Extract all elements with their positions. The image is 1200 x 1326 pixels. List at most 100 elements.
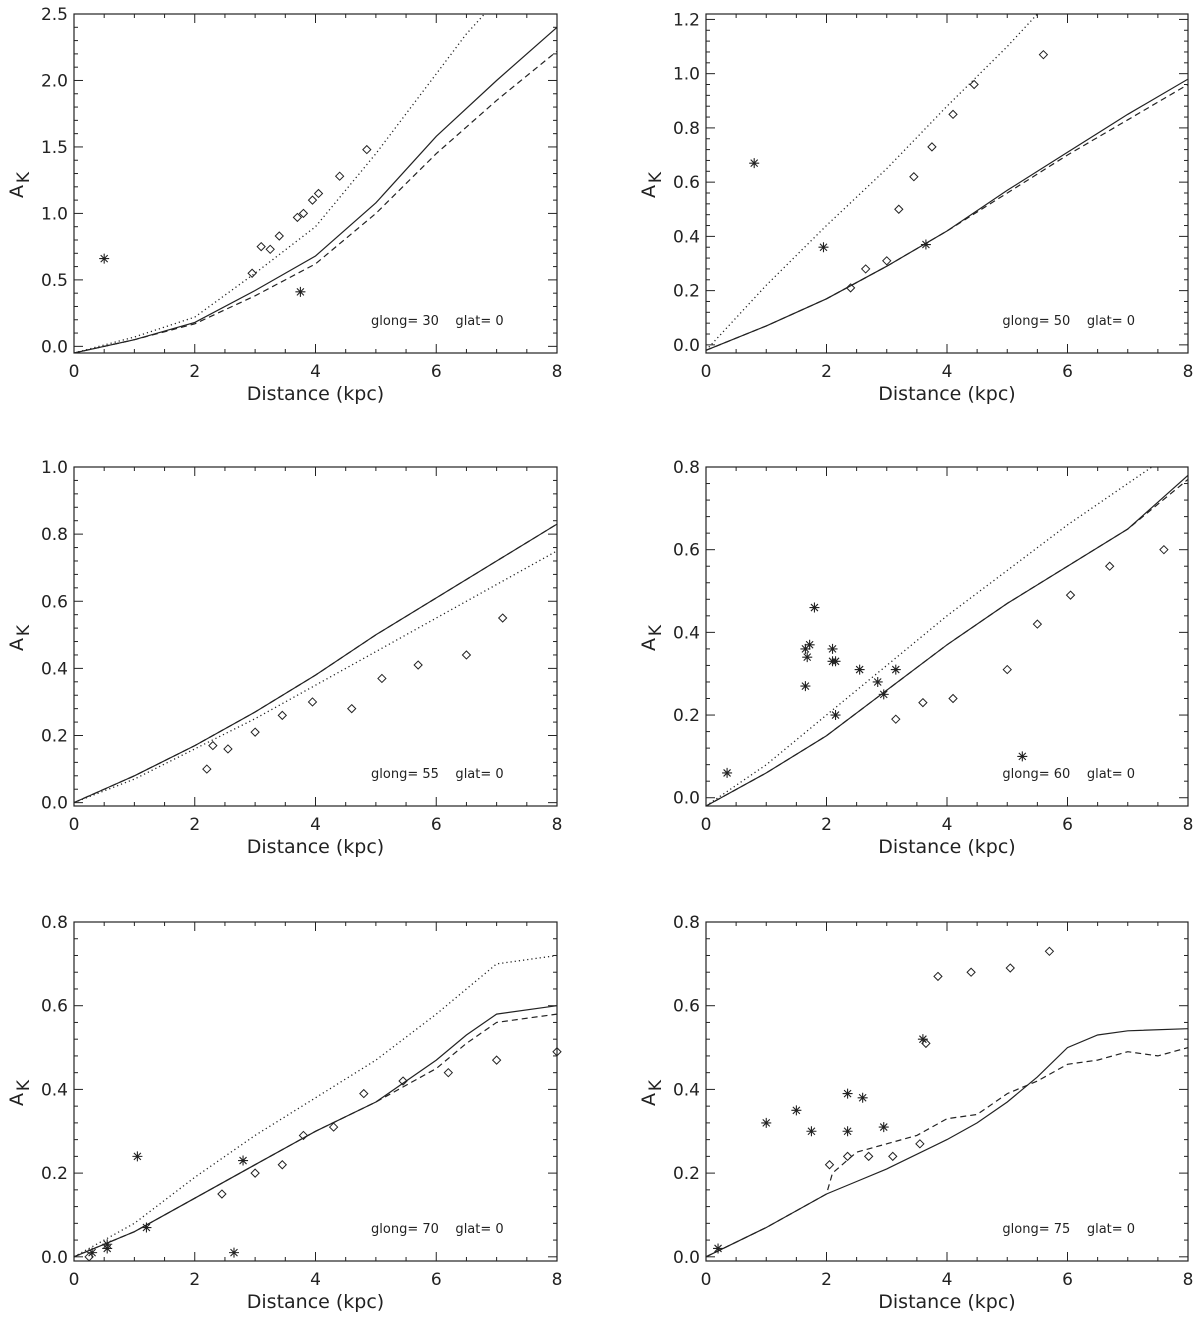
x-tick-label: 2 bbox=[821, 815, 832, 835]
star-data-point bbox=[228, 1247, 239, 1258]
diamond-data-point bbox=[328, 1122, 339, 1132]
y-tick-label: 0.4 bbox=[673, 623, 700, 643]
dashed-model-line bbox=[74, 50, 557, 353]
x-axis-title: Distance (kpc) bbox=[878, 836, 1015, 858]
x-tick-label: 4 bbox=[942, 362, 953, 382]
dotted-model-line bbox=[706, 467, 1153, 806]
y-tick-label: 2.5 bbox=[41, 5, 68, 25]
x-tick-label: 6 bbox=[431, 1270, 442, 1290]
diamond-data-point bbox=[1032, 619, 1043, 629]
star-data-point bbox=[99, 253, 110, 264]
diamond-data-point bbox=[443, 1067, 454, 1078]
panel-annotation: glong= 50 glat= 0 bbox=[1002, 314, 1135, 329]
dashed-model-line bbox=[706, 1047, 1188, 1258]
star-data-point bbox=[238, 1155, 249, 1166]
y-axis-title: AK bbox=[638, 171, 666, 198]
diamond-data-point bbox=[1159, 544, 1169, 555]
diamond-data-point bbox=[824, 1160, 835, 1170]
y-axis-title-main: A bbox=[6, 1093, 28, 1106]
diamond-data-point bbox=[250, 727, 260, 737]
diamond-data-point bbox=[842, 1151, 853, 1162]
diamond-data-point bbox=[888, 1151, 898, 1162]
panel-glong-50: 0.0 0.2 0.4 0.6 0.8 1.0 1.2 0 2 4 6 8 Distance (kpc)… bbox=[638, 10, 1193, 405]
diamond-data-point bbox=[894, 204, 904, 214]
star-data-point bbox=[827, 643, 838, 654]
x-tick-label: 8 bbox=[1183, 1270, 1194, 1290]
star-data-point bbox=[878, 1122, 889, 1133]
y-axis-title: AK bbox=[6, 1079, 34, 1106]
star-data-point bbox=[830, 656, 841, 667]
y-tick-label: 0.0 bbox=[673, 1248, 700, 1268]
solid-model-line bbox=[706, 474, 1188, 806]
diamond-data-point bbox=[1104, 561, 1115, 571]
diamond-data-point bbox=[334, 171, 345, 181]
diamond-data-point bbox=[948, 109, 958, 120]
y-axis-title-subscript: K bbox=[646, 624, 666, 636]
dashed-model-line bbox=[74, 523, 557, 804]
plot-frame bbox=[705, 921, 1189, 1262]
solid-model-line bbox=[74, 523, 557, 804]
y-tick-label: 0.0 bbox=[673, 789, 700, 809]
y-tick-label: 0.8 bbox=[41, 525, 68, 545]
y-tick-label: 0.8 bbox=[673, 913, 700, 933]
x-axis-title: Distance (kpc) bbox=[878, 383, 1015, 405]
y-axis-title: AK bbox=[638, 1079, 666, 1106]
x-tick-label: 2 bbox=[821, 362, 832, 382]
x-tick-label: 6 bbox=[431, 362, 442, 382]
x-tick-label: 0 bbox=[701, 362, 712, 382]
solid-model-line bbox=[706, 78, 1188, 351]
y-tick-label: 0.8 bbox=[673, 119, 700, 139]
y-axis-title-subscript: K bbox=[14, 1079, 34, 1091]
diamond-data-point bbox=[208, 740, 218, 751]
star-data-point bbox=[713, 1243, 724, 1254]
panel-annotation: glong= 55 glat= 0 bbox=[371, 767, 504, 782]
star-data-point bbox=[806, 1126, 817, 1137]
plot-frame bbox=[73, 13, 558, 354]
y-tick-label: 0.4 bbox=[673, 227, 700, 247]
x-tick-label: 6 bbox=[1062, 815, 1073, 835]
star-data-point bbox=[854, 664, 865, 675]
diamond-data-point bbox=[860, 264, 871, 274]
x-tick-label: 2 bbox=[189, 1270, 200, 1290]
diamond-data-point bbox=[292, 212, 303, 223]
panel-annotation: glong= 30 glat= 0 bbox=[371, 314, 504, 329]
y-axis-title: AK bbox=[6, 624, 34, 651]
dashed-model-line bbox=[706, 83, 1188, 351]
star-data-point bbox=[749, 158, 760, 169]
star-data-point bbox=[800, 681, 811, 692]
x-tick-label: 0 bbox=[69, 815, 80, 835]
diamond-data-point bbox=[277, 1160, 288, 1170]
diamond-data-point bbox=[1038, 49, 1049, 60]
diamond-data-point bbox=[882, 256, 892, 266]
dashed-model-line bbox=[706, 478, 1188, 806]
star-data-point bbox=[802, 652, 813, 663]
diamond-data-point bbox=[863, 1151, 874, 1162]
diamond-data-point bbox=[398, 1076, 408, 1086]
dotted-model-line bbox=[706, 14, 1038, 351]
x-tick-label: 2 bbox=[821, 1270, 832, 1290]
diamond-data-point bbox=[491, 1055, 502, 1065]
diamond-data-point bbox=[1044, 946, 1055, 957]
star-data-point bbox=[809, 602, 820, 613]
plot-frame bbox=[73, 466, 558, 807]
y-tick-label: 1.0 bbox=[673, 65, 700, 85]
star-data-point bbox=[761, 1117, 772, 1128]
y-tick-label: 2.0 bbox=[41, 71, 68, 91]
diamond-data-point bbox=[359, 1088, 369, 1099]
diamond-data-point bbox=[921, 1038, 931, 1049]
x-tick-label: 4 bbox=[942, 815, 953, 835]
star-data-point bbox=[791, 1105, 802, 1116]
x-tick-label: 8 bbox=[552, 1270, 563, 1290]
diamond-data-point bbox=[247, 268, 257, 278]
star-data-point bbox=[800, 643, 811, 654]
diamond-data-point bbox=[307, 195, 318, 205]
x-tick-label: 8 bbox=[1183, 362, 1194, 382]
diamond-data-point bbox=[362, 144, 372, 155]
y-tick-label: 1.0 bbox=[41, 458, 68, 478]
plot-frame bbox=[705, 13, 1189, 354]
diamond-data-point bbox=[948, 693, 958, 704]
